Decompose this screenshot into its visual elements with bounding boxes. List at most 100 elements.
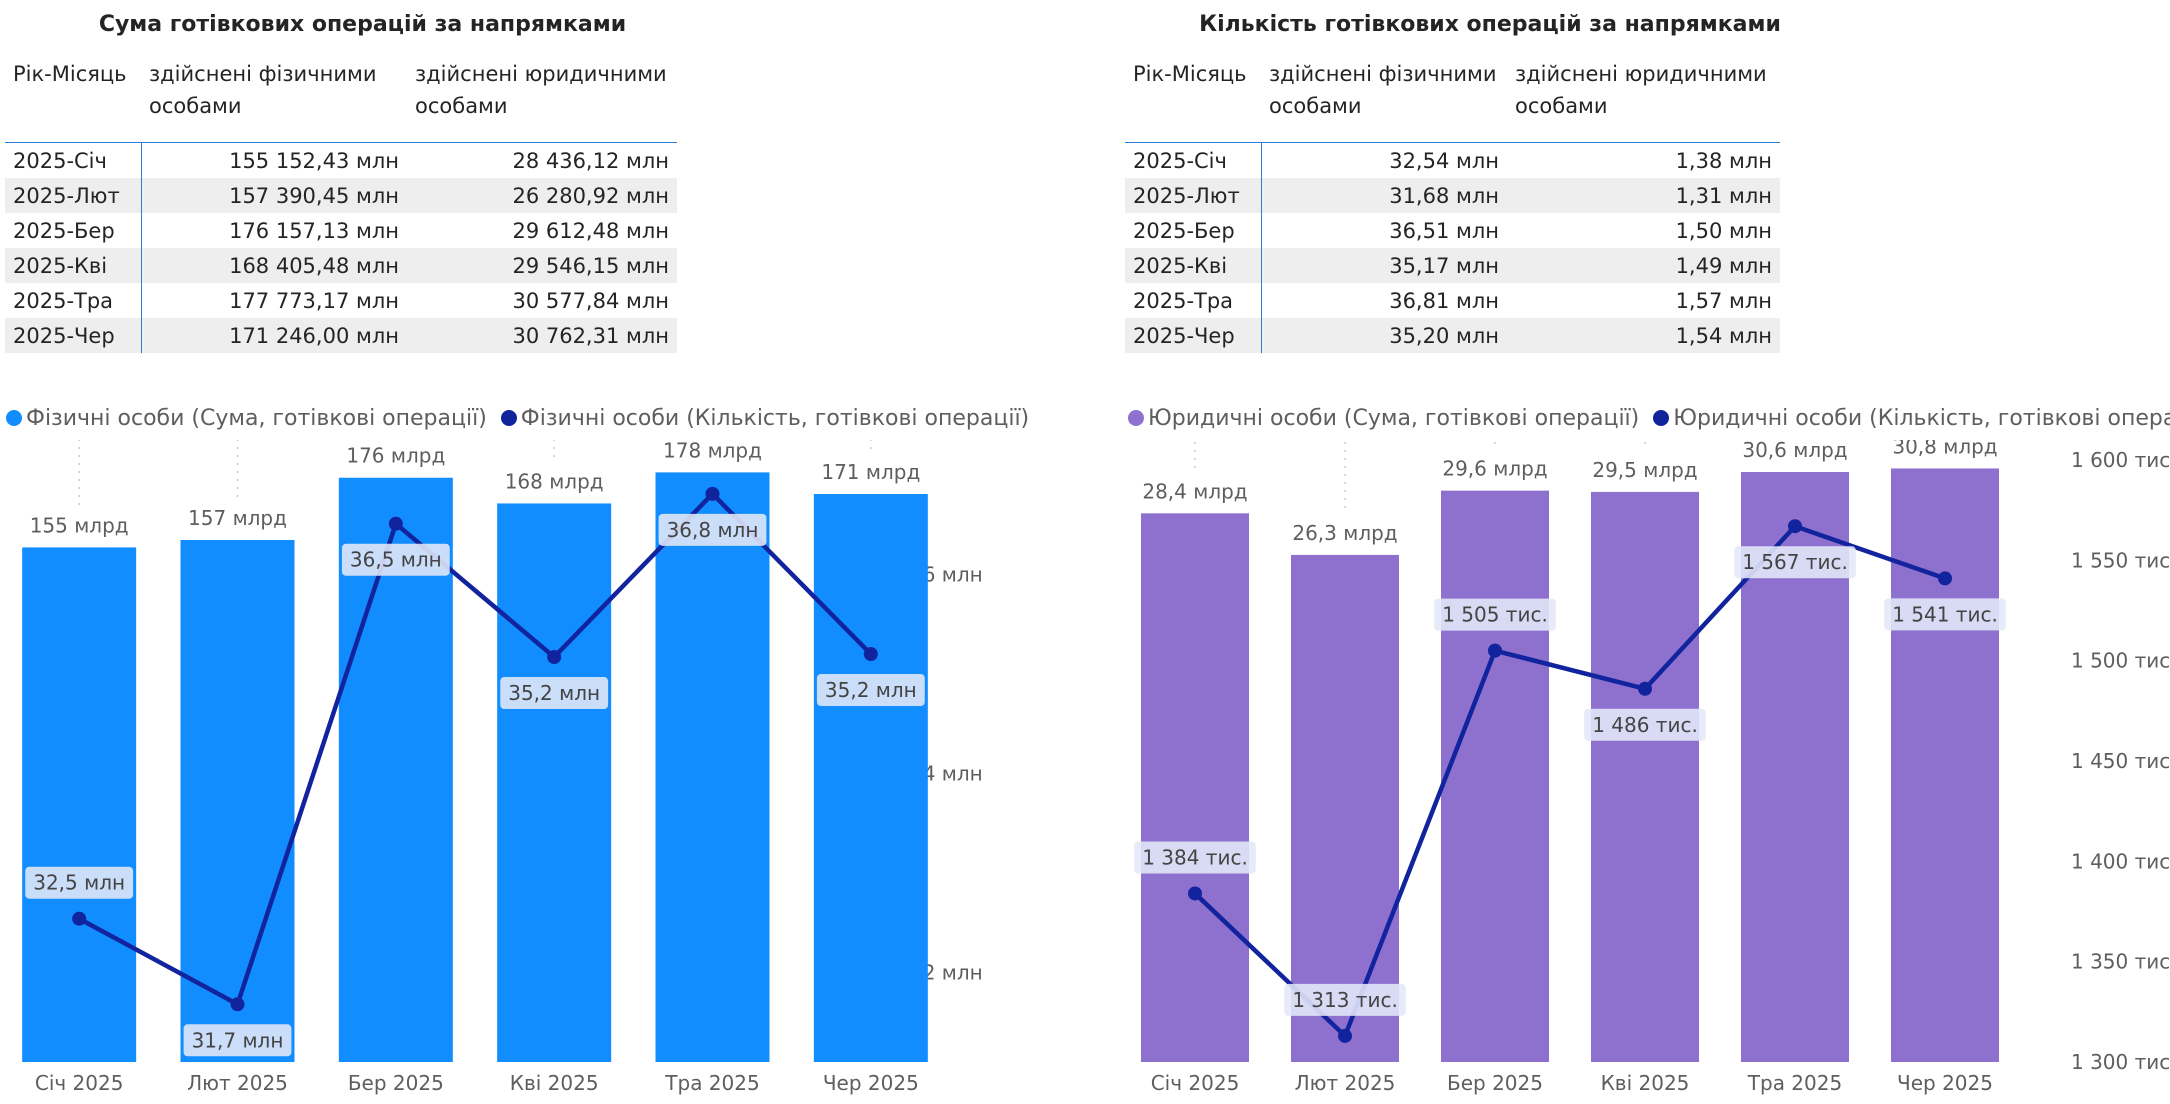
line-data-label-background xyxy=(1284,983,1406,1016)
cell-period: 2025-Тра xyxy=(5,283,142,318)
bar-4 xyxy=(1591,491,1699,1062)
bar-data-label: 29,5 млрд xyxy=(1592,458,1697,482)
table-row: 2025-Бер 36,51 млн 1,50 млн xyxy=(1125,213,1780,248)
line-data-label-group: 35,2 млн xyxy=(500,677,609,710)
line-point-6 xyxy=(1938,571,1952,586)
cell-legal: 1,54 млн xyxy=(1507,318,1780,353)
cell-period: 2025-Січ xyxy=(5,142,142,178)
cell-individuals: 35,17 млн xyxy=(1261,248,1507,283)
column-header-period[interactable]: Рік-Місяць xyxy=(13,62,127,86)
cell-individuals: 35,20 млн xyxy=(1261,318,1507,353)
line-data-label: 1 567 тис. xyxy=(1742,550,1848,574)
line-data-label: 36,5 млн xyxy=(350,548,442,572)
legend-item-bar[interactable]: Юридичні особи (Сума, готівкові операції… xyxy=(1128,406,1639,431)
x-axis-tick-label: Кві 2025 xyxy=(510,1071,599,1095)
secondary-axis-tick-label: 1 450 тис. xyxy=(2071,749,2170,773)
line-data-label-background xyxy=(1134,841,1256,874)
cell-individuals: 32,54 млн xyxy=(1389,148,1499,173)
legend-item-bar[interactable]: Фізичні особи (Сума, готівкові операції) xyxy=(6,406,487,431)
cell-period: 2025-Бер xyxy=(1125,213,1262,248)
bar-6 xyxy=(813,494,928,1063)
x-axis-tick-label: Чер 2025 xyxy=(1897,1071,1993,1095)
bar-6 xyxy=(1891,468,1999,1062)
bar-data-label: 30,6 млрд xyxy=(1742,440,1847,462)
legend-item-line[interactable]: Фізичні особи (Кількість, готівкові опер… xyxy=(500,406,1029,431)
legend-dot-icon xyxy=(1653,410,1670,426)
column-header-legal[interactable]: здійснені юридичними особами xyxy=(415,62,667,118)
line-point-3 xyxy=(1488,643,1502,658)
cell-legal: 30 762,31 млн xyxy=(407,318,677,353)
column-header-period[interactable]: Рік-Місяць xyxy=(1133,62,1247,86)
cell-period: 2025-Кві xyxy=(1125,248,1262,283)
cell-legal: 1,57 млн xyxy=(1675,288,1772,313)
cell-individuals: 176 157,13 млн xyxy=(229,218,399,243)
line-data-label-background xyxy=(1584,708,1706,741)
line-data-label-background xyxy=(658,513,767,546)
line-point-4 xyxy=(1638,681,1652,696)
cell-legal: 1,49 млн xyxy=(1507,248,1780,283)
line-point-5 xyxy=(705,486,720,501)
cell-period: 2025-Січ xyxy=(1125,142,1262,178)
bar-3 xyxy=(1441,490,1549,1062)
table-row: 2025-Тра 36,81 млн 1,57 млн xyxy=(1125,283,1780,318)
line-point-1 xyxy=(1188,886,1202,901)
cell-legal: 28 436,12 млн xyxy=(512,148,669,173)
table-count: Рік-Місяць здійснені фізичними особами з… xyxy=(1125,52,1780,353)
cell-legal: 1,38 млн xyxy=(1675,148,1772,173)
column-header-legal[interactable]: здійснені юридичними особами xyxy=(1515,62,1767,118)
table-row: 2025-Лют 31,68 млн 1,31 млн xyxy=(1125,178,1780,213)
line-point-2 xyxy=(230,997,245,1012)
chart2-legend: Юридичні особи (Сума, готівкові операції… xyxy=(1128,406,2170,431)
line-data-label: 1 541 тис. xyxy=(1892,602,1998,626)
table-row: 2025-Чер 171 246,00 млн 30 762,31 млн xyxy=(5,318,677,353)
cell-period: 2025-Чер xyxy=(5,318,142,353)
line-point-1 xyxy=(72,911,87,926)
legend-label: Фізичні особи (Сума, готівкові операції) xyxy=(26,406,487,431)
line-data-label-group: 1 567 тис. xyxy=(1734,546,1856,579)
line-data-label-group: 31,7 млн xyxy=(183,1024,292,1057)
table-row: 2025-Бер 176 157,13 млн 29 612,48 млн xyxy=(5,213,677,248)
line-point-3 xyxy=(388,516,403,531)
bar-5 xyxy=(655,472,770,1063)
line-data-label-background xyxy=(183,1024,292,1057)
x-axis-tick-label: Бер 2025 xyxy=(348,1071,444,1095)
table-row: 2025-Тра 177 773,17 млн 30 577,84 млн xyxy=(5,283,677,318)
legend-item-line[interactable]: Юридичні особи (Кількість, готівкові опе… xyxy=(1653,406,2170,431)
column-header-individuals[interactable]: здійснені фізичними особами xyxy=(1269,62,1497,118)
line-point-4 xyxy=(547,650,562,665)
line-data-label: 1 313 тис. xyxy=(1292,988,1398,1012)
cell-individuals: 177 773,17 млн xyxy=(229,288,399,313)
line-data-label-background xyxy=(1434,598,1556,631)
x-axis-tick-label: Чер 2025 xyxy=(823,1071,919,1095)
table-sum: Рік-Місяць здійснені фізичними особами з… xyxy=(5,52,677,353)
bar-data-label: 30,8 млрд xyxy=(1892,440,1997,458)
chart-legal-entities: 1 300 тис. 1 350 тис. 1 400 тис. 1 450 тис.… xyxy=(1134,440,2170,1095)
column-header-individuals[interactable]: здійснені фізичними особами xyxy=(149,62,377,118)
secondary-axis-tick-label: 1 350 тис. xyxy=(2071,950,2170,974)
secondary-axis-tick-label: 1 300 тис. xyxy=(2071,1050,2170,1074)
table-header-row: Рік-Місяць здійснені фізичними особами з… xyxy=(1125,52,1780,143)
legend-label: Юридичні особи (Кількість, готівкові опе… xyxy=(1673,406,2170,431)
cell-individuals: 36,81 млн xyxy=(1389,288,1499,313)
line-point-5 xyxy=(1788,519,1802,534)
line-data-label-group: 32,5 млн xyxy=(25,866,134,899)
cell-individuals: 157 390,45 млн xyxy=(141,178,407,213)
line-data-label: 31,7 млн xyxy=(192,1028,284,1052)
line-data-label: 32,5 млн xyxy=(33,871,125,895)
secondary-axis-tick-label: 1 550 тис. xyxy=(2071,548,2170,572)
line-data-label-group: 1 505 тис. xyxy=(1434,598,1556,631)
table-row: 2025-Чер 35,20 млн 1,54 млн xyxy=(1125,318,1780,353)
legend-label: Юридичні особи (Сума, готівкові операції… xyxy=(1148,406,1640,431)
bar-2 xyxy=(180,539,295,1062)
cell-legal: 1,31 млн xyxy=(1507,178,1780,213)
line-data-label: 35,2 млн xyxy=(508,681,600,705)
table-header-row: Рік-Місяць здійснені фізичними особами з… xyxy=(5,52,677,143)
secondary-axis-tick-label: 1 400 тис. xyxy=(2071,849,2170,873)
table-count-title: Кількість готівкових операцій за напрямк… xyxy=(1199,12,1781,37)
x-axis-tick-label: Бер 2025 xyxy=(1447,1071,1543,1095)
cell-legal: 26 280,92 млн xyxy=(407,178,677,213)
line-data-label-background xyxy=(816,674,925,707)
cell-individuals: 155 152,43 млн xyxy=(229,148,399,173)
line-point-2 xyxy=(1338,1028,1352,1043)
secondary-axis-tick-label: 1 500 тис. xyxy=(2071,649,2170,673)
